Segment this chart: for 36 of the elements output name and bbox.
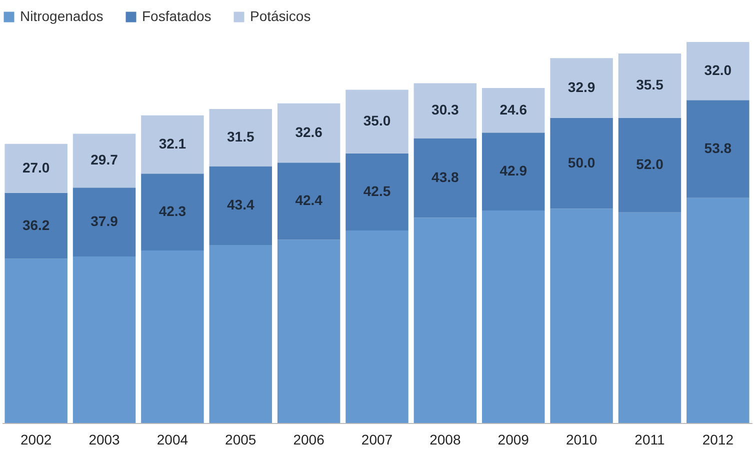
legend-label: Nitrogenados	[20, 8, 104, 24]
data-label: 42.5	[363, 182, 391, 199]
x-tick-label: 2003	[88, 432, 120, 448]
data-label: 37.9	[90, 213, 118, 230]
data-label: 43.8	[432, 169, 460, 186]
data-label: 42.3	[158, 203, 186, 220]
data-label: 42.4	[295, 192, 323, 208]
data-label: 52.0	[636, 156, 664, 172]
data-label: 30.3	[432, 102, 460, 118]
data-label: 29.7	[90, 152, 118, 168]
x-tick-label: 2009	[498, 432, 530, 448]
data-label: 31.5	[227, 128, 254, 145]
x-tick-label: 2005	[225, 432, 256, 448]
x-tick-label: 2012	[702, 432, 734, 448]
data-label: 27.0	[22, 159, 50, 176]
data-label: 32.1	[158, 136, 186, 152]
x-tick-label: 2010	[566, 432, 598, 448]
data-label: 36.2	[22, 216, 50, 233]
legend-label: Fosfatados	[142, 8, 212, 24]
x-tick-label: 2004	[156, 432, 188, 448]
data-label: 24.6	[500, 101, 528, 118]
data-label: 50.0	[568, 154, 596, 170]
data-label: 32.9	[568, 79, 596, 96]
data-label: 32.6	[295, 124, 323, 140]
data-label: 35.5	[636, 76, 664, 93]
x-tick-label: 2011	[634, 432, 665, 448]
x-tick-label: 2006	[293, 432, 325, 448]
data-label: 53.8	[704, 140, 732, 156]
data-label: 35.0	[363, 112, 391, 129]
legend-label: Potásicos	[250, 8, 311, 24]
x-tick-label: 2007	[361, 432, 393, 448]
data-label: 32.0	[704, 62, 732, 78]
data-label: 43.4	[227, 196, 254, 213]
x-tick-label: 2008	[430, 432, 461, 448]
data-label: 42.9	[500, 162, 528, 179]
x-tick-label: 2002	[20, 432, 52, 448]
